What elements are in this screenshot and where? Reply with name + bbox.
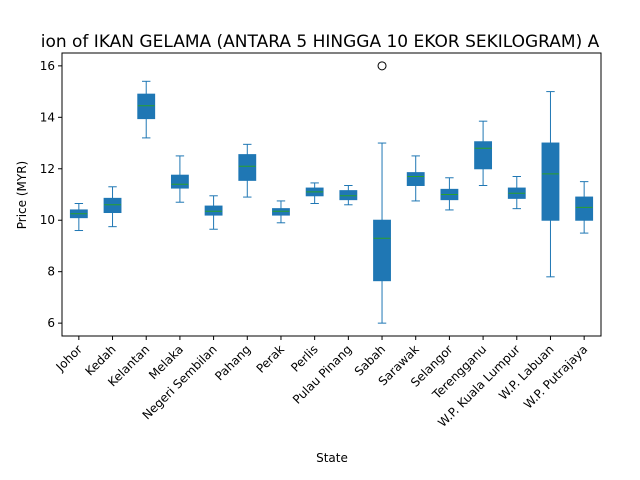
outlier-point bbox=[377, 61, 387, 71]
box-7 bbox=[305, 182, 324, 205]
box-3 bbox=[170, 155, 189, 203]
box-1 bbox=[103, 186, 122, 228]
box-8 bbox=[339, 184, 358, 206]
box-4 bbox=[204, 195, 223, 230]
y-tick-label: 10 bbox=[40, 213, 55, 227]
box-body bbox=[406, 172, 425, 186]
y-tick-label: 12 bbox=[40, 162, 55, 176]
box-11 bbox=[440, 177, 459, 211]
box-body bbox=[272, 208, 290, 216]
y-tick-label: 16 bbox=[40, 59, 55, 73]
box-body bbox=[170, 174, 189, 189]
plot-area bbox=[69, 61, 594, 324]
box-body bbox=[103, 197, 122, 214]
x-tick-label: Pulau Pinang bbox=[290, 342, 355, 407]
box-body bbox=[541, 142, 560, 221]
chart-title: ion of IKAN GELAMA (ANTARA 5 HINGGA 10 E… bbox=[41, 32, 600, 52]
box-13 bbox=[507, 175, 526, 210]
y-tick-label: 8 bbox=[47, 265, 55, 279]
box-10 bbox=[406, 155, 425, 202]
x-tick-label: Perak bbox=[254, 342, 288, 376]
y-tick-label: 14 bbox=[40, 110, 55, 124]
box-body bbox=[575, 196, 594, 221]
box-2 bbox=[137, 80, 156, 139]
box-15 bbox=[575, 181, 594, 234]
box-body bbox=[373, 219, 391, 282]
box-0 bbox=[69, 203, 88, 232]
y-axis-label: Price (MYR) bbox=[15, 161, 29, 229]
box-5 bbox=[238, 143, 257, 198]
box-body bbox=[204, 205, 223, 216]
box-9 bbox=[373, 61, 391, 324]
box-body bbox=[238, 154, 257, 181]
box-6 bbox=[272, 200, 290, 224]
x-tick-label: Pahang bbox=[212, 342, 253, 383]
x-axis-label: State bbox=[316, 451, 348, 465]
box-body bbox=[339, 190, 358, 201]
y-tick-label: 6 bbox=[47, 316, 55, 330]
box-body bbox=[137, 93, 156, 120]
box-14 bbox=[541, 91, 560, 278]
y-axis: 6 8 10 12 14 16 bbox=[40, 59, 62, 330]
x-tick-label: Johor bbox=[53, 342, 85, 374]
box-body bbox=[474, 141, 493, 170]
plot-frame bbox=[61, 52, 602, 337]
box-12 bbox=[474, 120, 493, 186]
